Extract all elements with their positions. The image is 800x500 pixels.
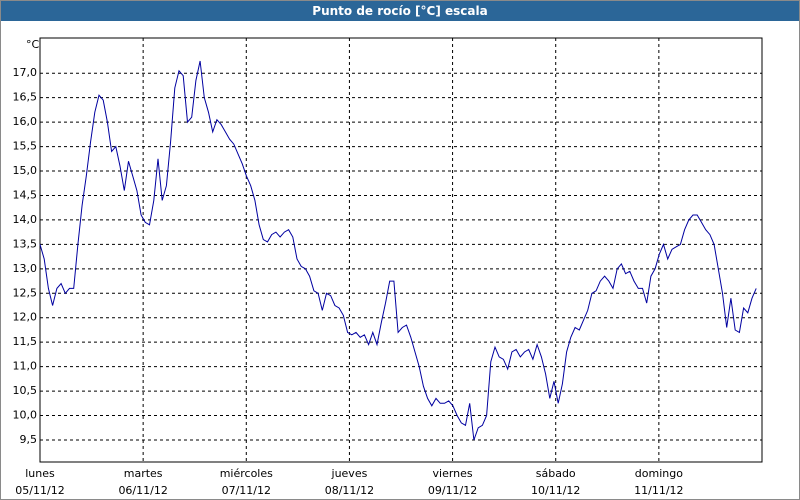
y-tick-label: 10,0 [13,409,38,422]
x-tick-day: sábado [536,467,576,480]
y-tick-label: 13,0 [13,262,38,275]
x-tick-date: 11/11/12 [634,484,683,497]
x-tick-date: 07/11/12 [222,484,271,497]
y-tick-label: 17,0 [13,66,38,79]
x-tick-date: 09/11/12 [428,484,477,497]
data-line [39,60,757,441]
x-tick-day: lunes [25,467,55,480]
y-tick-label: 9,5 [20,433,38,446]
x-tick-day: martes [124,467,163,480]
y-unit: °C [26,38,40,51]
x-tick-day: jueves [331,467,368,480]
y-tick-label: 15,5 [13,140,38,153]
y-tick-label: 12,5 [13,286,38,299]
chart-title: Punto de rocío [°C] escala [1,1,799,21]
x-tick-date: 10/11/12 [531,484,580,497]
y-tick-label: 12,0 [13,311,38,324]
plot-frame [39,37,763,463]
y-tick-label: 14,0 [13,213,38,226]
x-tick-date: 06/11/12 [118,484,167,497]
y-tick-label: 16,0 [13,115,38,128]
y-tick-label: 16,5 [13,91,38,104]
y-tick-label: 11,5 [13,335,38,348]
x-tick-date: 05/11/12 [15,484,64,497]
x-tick-day: domingo [635,467,683,480]
y-tick-label: 10,5 [13,384,38,397]
y-tick-label: 11,0 [13,360,38,373]
x-tick-day: miércoles [220,467,273,480]
chart: °C 9,5 10,0 10,5 11,0 11,5 12,0 12,5 13,0 13,5 14… [13,37,763,497]
y-tick-label: 15,0 [13,164,38,177]
y-tick-label: 14,5 [13,188,38,201]
x-tick-day: viernes [433,467,473,480]
x-tick-date: 08/11/12 [325,484,374,497]
y-tick-label: 13,5 [13,237,38,250]
